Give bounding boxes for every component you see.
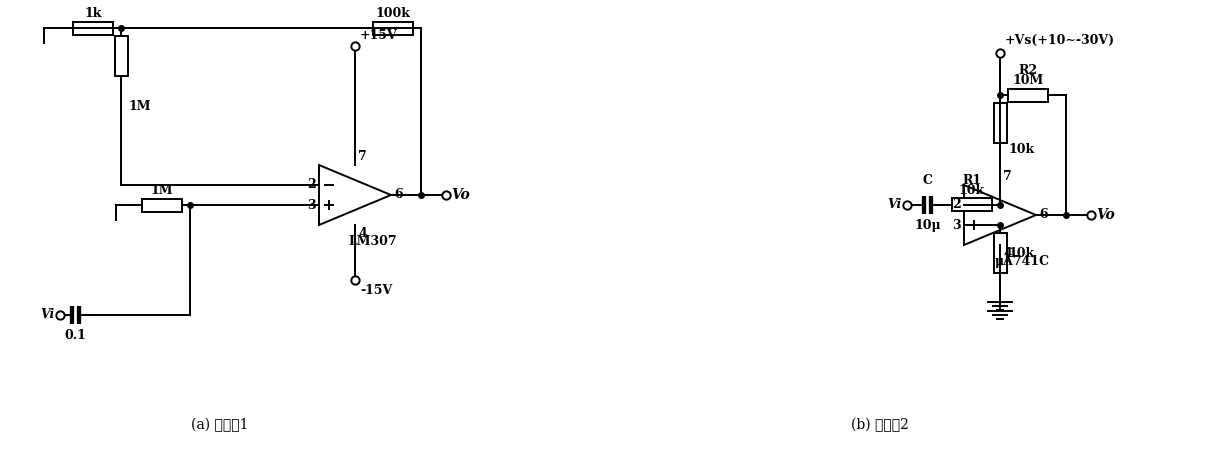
Text: C: C <box>923 174 933 187</box>
Text: 6: 6 <box>394 189 403 202</box>
Text: +15V: +15V <box>360 29 398 42</box>
Text: +Vs(+10∼-30V): +Vs(+10∼-30V) <box>1005 34 1115 47</box>
Text: Vi: Vi <box>41 308 55 322</box>
Text: 1M: 1M <box>129 100 152 113</box>
Bar <box>115 36 127 76</box>
Bar <box>73 22 113 34</box>
Text: 10k: 10k <box>1008 143 1034 156</box>
Bar <box>993 103 1007 143</box>
Text: -15V: -15V <box>360 284 392 297</box>
Bar <box>952 198 992 212</box>
Text: Vo: Vo <box>1096 208 1115 222</box>
Text: 2: 2 <box>307 178 315 191</box>
Text: R2: R2 <box>1019 64 1037 77</box>
Bar <box>1008 88 1048 101</box>
Text: LM307: LM307 <box>349 235 397 248</box>
Text: 2: 2 <box>952 198 961 212</box>
Text: 4: 4 <box>1003 247 1011 260</box>
Bar <box>142 199 182 212</box>
Text: 1M: 1M <box>150 184 174 197</box>
Text: 10μ: 10μ <box>914 219 941 232</box>
Text: μA741C: μA741C <box>994 255 1050 268</box>
Text: 6: 6 <box>1039 208 1047 221</box>
Text: 7: 7 <box>1003 170 1011 183</box>
Text: 10M: 10M <box>1013 74 1044 87</box>
Text: 4: 4 <box>359 227 367 240</box>
Bar <box>373 22 413 34</box>
Text: (b) 原理图2: (b) 原理图2 <box>851 418 909 432</box>
Bar <box>993 233 1007 273</box>
Text: 3: 3 <box>307 199 315 212</box>
Text: Vo: Vo <box>451 188 469 202</box>
Text: 0.1: 0.1 <box>64 329 86 342</box>
Text: 10k: 10k <box>958 184 986 197</box>
Text: 3: 3 <box>952 219 961 232</box>
Text: Vi: Vi <box>888 198 902 212</box>
Text: 10k: 10k <box>1008 247 1034 260</box>
Text: 1k: 1k <box>84 7 102 20</box>
Text: (a) 原理图1: (a) 原理图1 <box>191 418 249 432</box>
Text: 100k: 100k <box>376 7 410 20</box>
Text: 7: 7 <box>359 150 367 163</box>
Text: R1: R1 <box>962 174 982 187</box>
